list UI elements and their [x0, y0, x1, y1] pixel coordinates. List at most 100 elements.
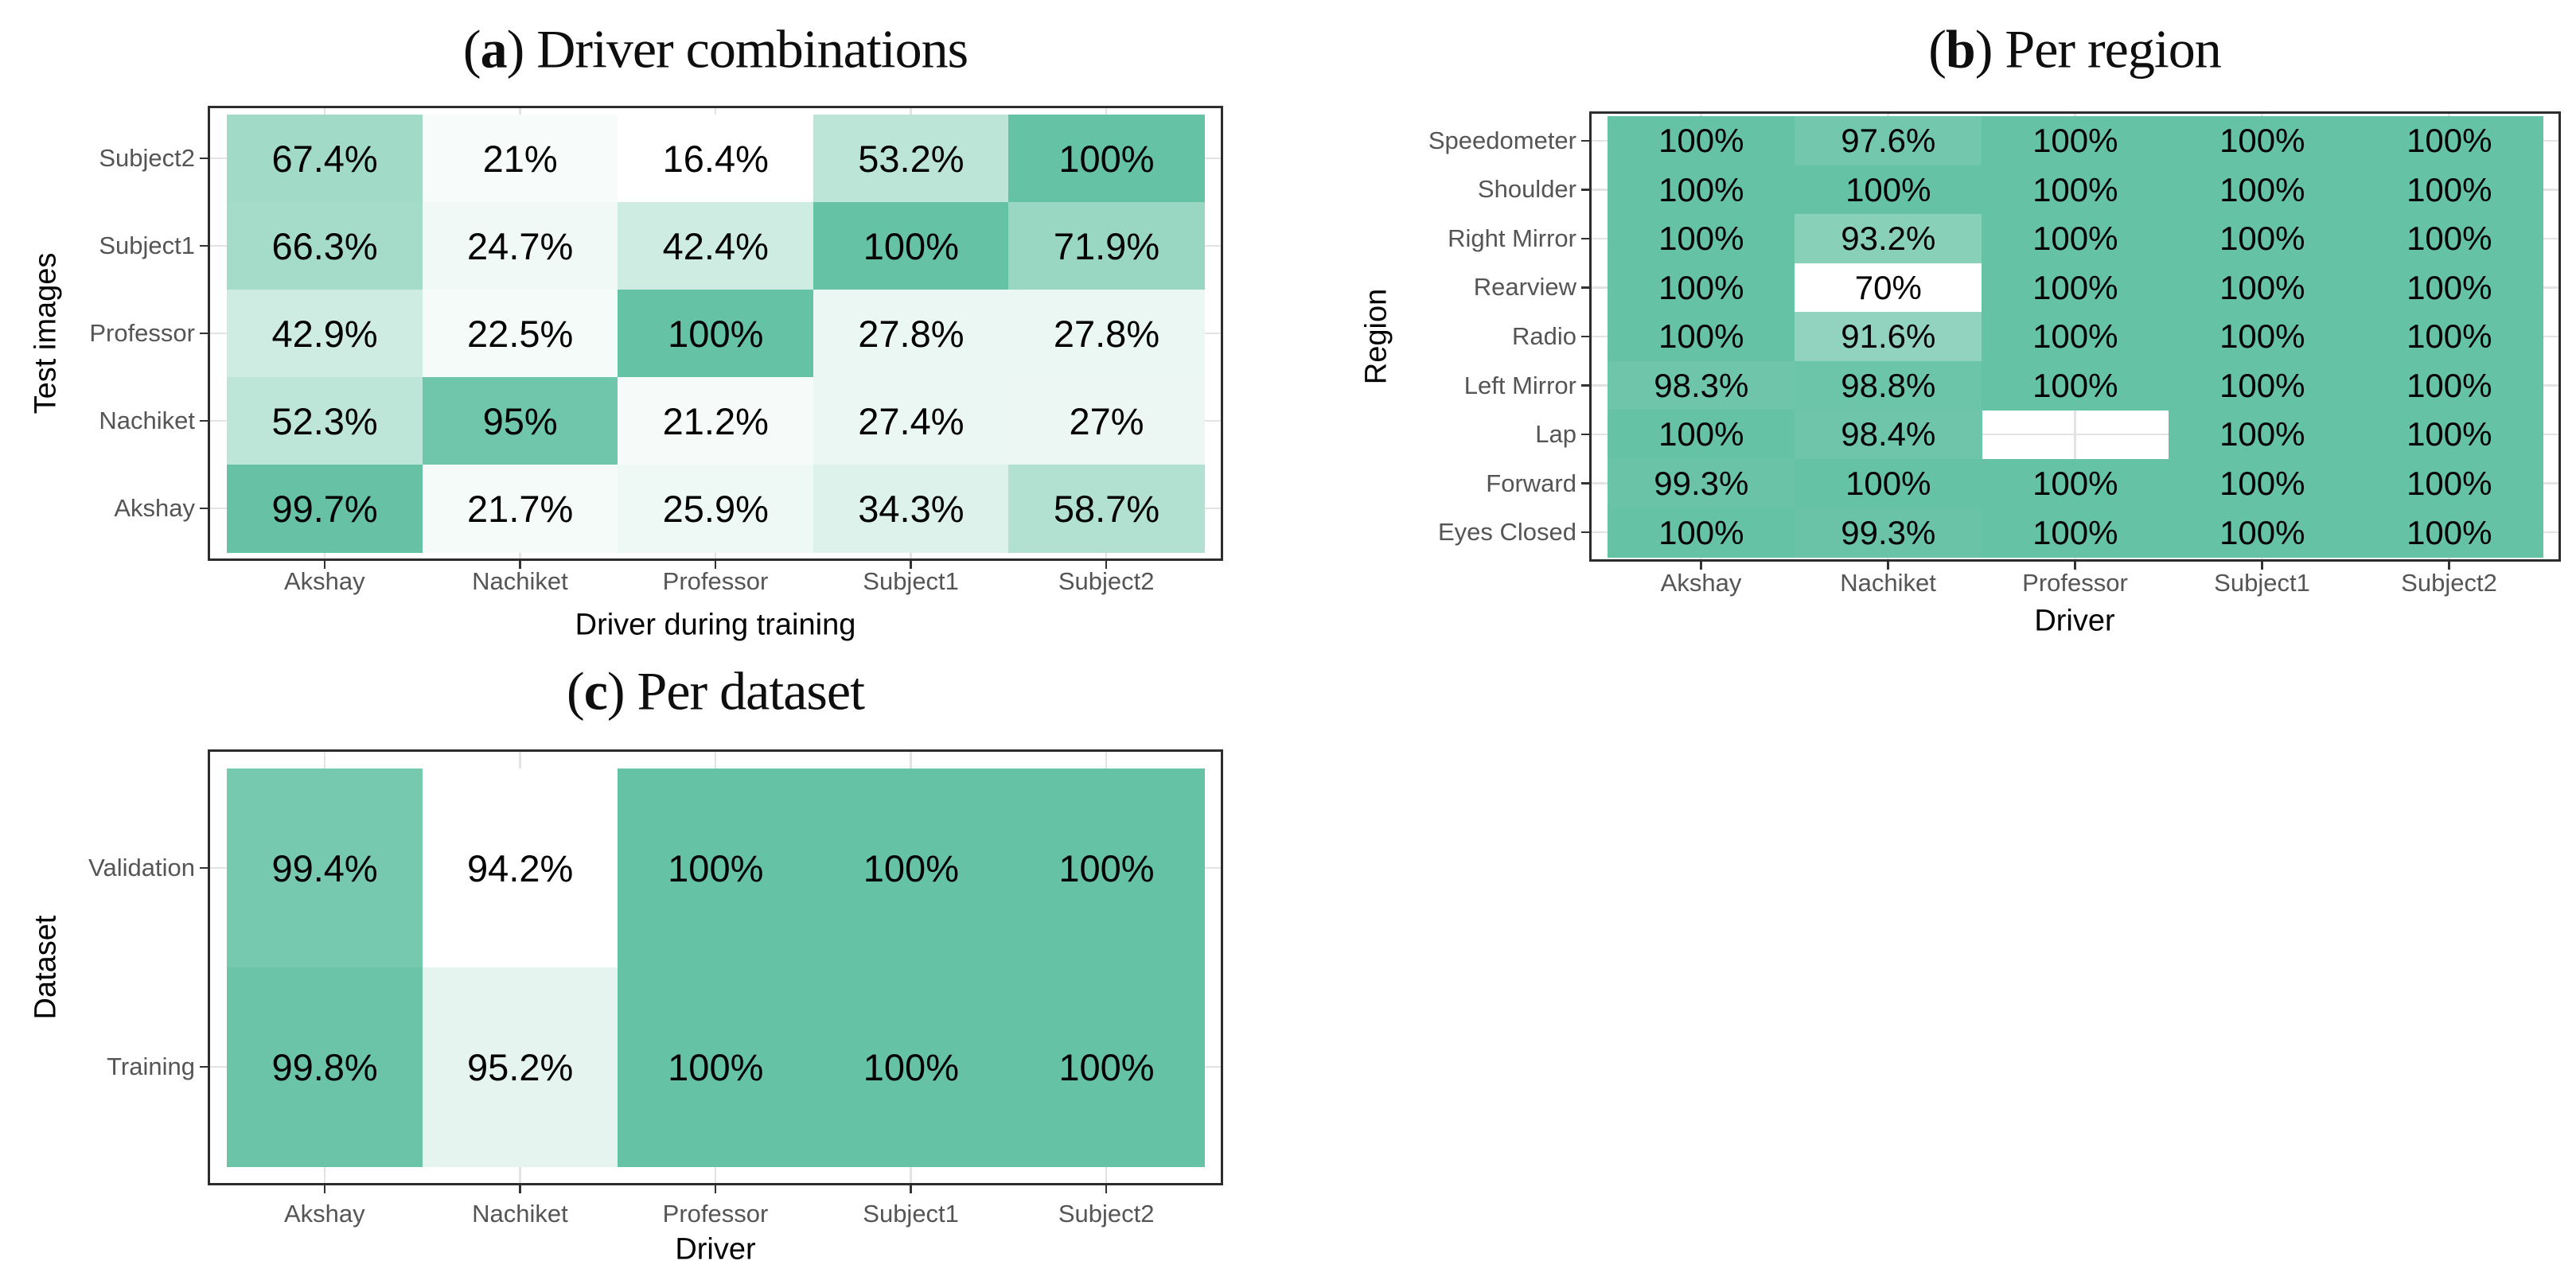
- heatmap-tile: 100%: [1608, 508, 1795, 558]
- x-tick-mark: [519, 561, 521, 569]
- heatmap-tile: 93.2%: [1795, 214, 1982, 264]
- x-tick-mark: [2448, 562, 2450, 570]
- heatmap-tile: 24.7%: [422, 202, 618, 290]
- chart-c-y-axis-title: Dataset: [29, 915, 63, 1020]
- heatmap-tile: 98.4%: [1795, 410, 1982, 460]
- heatmap-tile: 99.7%: [227, 465, 423, 553]
- tile-value-label: 98.3%: [1654, 366, 1749, 404]
- chart-a-y-axis-title: Test images: [29, 252, 63, 414]
- y-tick-label: Radio: [1512, 322, 1576, 350]
- tile-value-label: 100%: [2032, 268, 2118, 306]
- tile-value-label: 95.2%: [467, 1045, 574, 1088]
- x-tick-label: Subject1: [2214, 569, 2310, 597]
- heatmap-tile: 91.6%: [1795, 312, 1982, 362]
- tile-value-label: 25.9%: [662, 487, 769, 530]
- tile-value-label: 100%: [863, 1045, 959, 1088]
- tile-value-label: 21%: [482, 137, 558, 180]
- y-tick-label: Professor: [89, 319, 195, 347]
- x-tick-mark: [1105, 1185, 1108, 1193]
- tile-value-label: 100%: [1658, 170, 1744, 208]
- heatmap-tile: 100%: [2356, 410, 2543, 460]
- heatmap-tile: 100%: [1608, 116, 1795, 166]
- y-tick-mark: [200, 157, 208, 160]
- chart-c-title-suffix: ) Per dataset: [606, 660, 865, 722]
- heatmap-tile: 16.4%: [618, 115, 814, 203]
- x-tick-mark: [519, 1185, 521, 1193]
- heatmap-tile: 25.9%: [618, 465, 814, 553]
- chart-c-title: (c) Per dataset: [567, 660, 865, 723]
- tile-value-label: 71.9%: [1053, 224, 1160, 267]
- tile-value-label: 100%: [2406, 122, 2492, 160]
- heatmap-tile: 67.4%: [227, 115, 423, 203]
- tile-value-label: 24.7%: [467, 224, 574, 267]
- heatmap-tile: 99.8%: [227, 967, 423, 1167]
- heatmap-tile: 100%: [813, 769, 1009, 968]
- chart-c-title-letter: c: [583, 660, 608, 722]
- tile-value-label: 91.6%: [1841, 317, 1936, 356]
- y-tick-label: Eyes Closed: [1437, 518, 1576, 547]
- heatmap-tile: 97.6%: [1795, 116, 1982, 166]
- tile-value-label: 66.3%: [271, 224, 378, 267]
- heatmap-tile: 95.2%: [422, 967, 618, 1167]
- y-tick-mark: [1581, 482, 1589, 484]
- y-tick-mark: [1581, 433, 1589, 436]
- tile-value-label: 100%: [2032, 513, 2118, 551]
- heatmap-tile: 100%: [2356, 116, 2543, 166]
- heatmap-tile: 58.7%: [1008, 465, 1205, 553]
- tile-value-label: 100%: [2406, 513, 2492, 551]
- tile-value-label: 42.4%: [662, 224, 769, 267]
- chart-a-title-suffix: ) Driver combinations: [506, 18, 969, 80]
- tile-value-label: 100%: [2219, 317, 2305, 356]
- tile-value-label: 100%: [2219, 170, 2305, 208]
- tile-value-label: 16.4%: [662, 137, 769, 180]
- tile-value-label: 22.5%: [467, 312, 574, 355]
- chart-c-title-prefix: (: [567, 660, 585, 722]
- tile-value-label: 100%: [1658, 122, 1744, 160]
- y-tick-mark: [200, 1065, 208, 1068]
- y-tick-mark: [1581, 237, 1589, 240]
- chart-b-title-prefix: (: [1928, 18, 1947, 80]
- x-tick-mark: [2074, 562, 2076, 570]
- heatmap-tile: 100%: [1982, 263, 2169, 313]
- tile-value-label: 100%: [2032, 366, 2118, 404]
- heatmap-tile: 100%: [2356, 214, 2543, 264]
- tile-value-label: 34.3%: [858, 487, 965, 530]
- tile-value-label: 58.7%: [1053, 487, 1160, 530]
- tile-value-label: 100%: [668, 312, 764, 355]
- heatmap-tile: 94.2%: [422, 769, 618, 968]
- tile-value-label: 100%: [1658, 513, 1744, 551]
- tile-value-label: 100%: [2032, 122, 2118, 160]
- x-tick-label: Nachiket: [472, 567, 568, 595]
- tile-value-label: 27%: [1069, 399, 1144, 442]
- heatmap-tile: 100%: [2169, 508, 2356, 558]
- tile-value-label: 100%: [2219, 464, 2305, 502]
- tile-value-label: 100%: [2219, 268, 2305, 306]
- heatmap-tile: 100%: [618, 769, 814, 968]
- tile-value-label: 93.2%: [1841, 220, 1936, 258]
- tile-value-label: 100%: [1058, 846, 1155, 889]
- x-tick-label: Nachiket: [472, 1200, 568, 1228]
- tile-value-label: 100%: [2032, 317, 2118, 356]
- tile-value-label: 100%: [2032, 170, 2118, 208]
- tile-value-label: 100%: [1845, 464, 1931, 502]
- chart-b-title-suffix: ) Per region: [1974, 18, 2222, 80]
- y-tick-label: Akshay: [114, 494, 195, 522]
- heatmap-tile: 100%: [618, 967, 814, 1167]
- tile-value-label: 100%: [2032, 220, 2118, 258]
- heatmap-tile: 99.3%: [1608, 458, 1795, 509]
- x-tick-mark: [910, 1185, 912, 1193]
- y-tick-mark: [200, 419, 208, 422]
- tile-value-label: 100%: [1658, 220, 1744, 258]
- x-tick-label: Subject2: [2401, 569, 2497, 597]
- tile-value-label: 100%: [668, 846, 764, 889]
- tile-value-label: 21.2%: [662, 399, 769, 442]
- y-tick-mark: [200, 332, 208, 335]
- heatmap-tile: 100%: [1982, 116, 2169, 166]
- heatmap-tile: 71.9%: [1008, 202, 1205, 290]
- heatmap-tile: 100%: [1008, 115, 1205, 203]
- heatmap-tile: 22.5%: [422, 290, 618, 378]
- tile-value-label: 99.3%: [1841, 513, 1936, 551]
- heatmap-panel: 100% 97.6% 100% 100% 100% 100% 100% 100% 100% 100…: [1589, 111, 2561, 562]
- heatmap-tile: 95%: [422, 377, 618, 465]
- heatmap-tile: 100%: [2356, 458, 2543, 509]
